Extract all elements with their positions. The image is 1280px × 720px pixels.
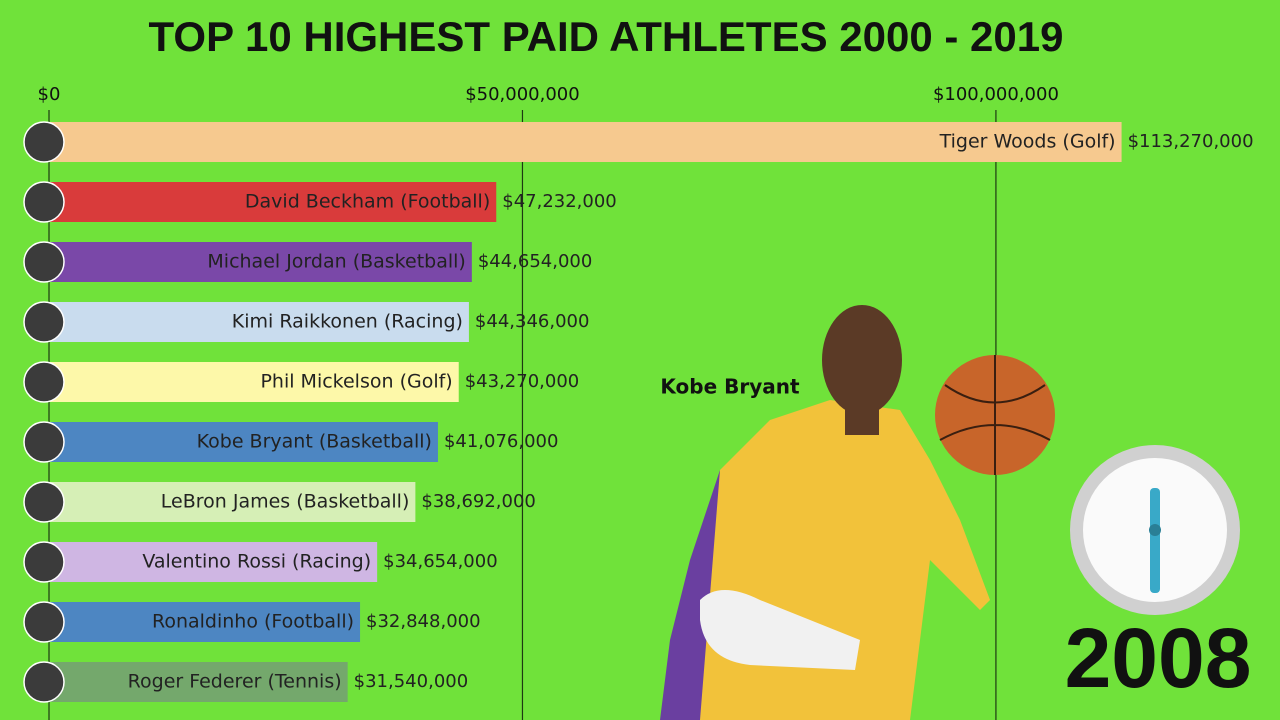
chart-title: TOP 10 HIGHEST PAID ATHLETES 2000 - 2019 [149, 13, 1064, 60]
category-label: Kobe Bryant (Basketball) [197, 431, 432, 453]
category-label: Tiger Woods (Golf) [939, 131, 1116, 153]
value-label: $47,232,000 [502, 191, 617, 212]
category-label: Michael Jordan (Basketball) [207, 251, 465, 273]
value-label: $44,346,000 [475, 311, 590, 332]
value-label: $34,654,000 [383, 551, 498, 572]
bars: Tiger Woods (Golf) $113,270,000 David Beck… [23, 121, 1254, 703]
x-tick-label: $100,000,000 [933, 84, 1059, 105]
bar [49, 542, 378, 582]
value-label: $32,848,000 [366, 611, 481, 632]
player-image [660, 305, 1055, 720]
avatar [23, 301, 65, 343]
avatar [23, 181, 65, 223]
category-label: Kimi Raikkonen (Racing) [232, 311, 463, 333]
category-label: Valentino Rossi (Racing) [142, 551, 371, 573]
bar [49, 602, 361, 642]
category-label: LeBron James (Basketball) [161, 491, 410, 513]
avatar [23, 661, 65, 703]
avatar [23, 481, 65, 523]
year-label: 2008 [1065, 611, 1252, 705]
value-label: $38,692,000 [421, 491, 536, 512]
bar [49, 302, 469, 342]
bar [49, 662, 348, 702]
avatar [23, 361, 65, 403]
bar [49, 422, 438, 462]
value-label: $31,540,000 [354, 671, 469, 692]
clock-icon [1070, 445, 1240, 615]
bar [49, 122, 1122, 162]
value-label: $44,654,000 [478, 251, 593, 272]
value-label: $113,270,000 [1128, 131, 1254, 152]
highlight-label: Kobe Bryant [660, 375, 800, 399]
avatar [23, 241, 65, 283]
category-label: David Beckham (Football) [245, 191, 490, 213]
bar [49, 242, 472, 282]
avatar [23, 421, 65, 463]
bar [49, 482, 416, 522]
category-label: Phil Mickelson (Golf) [260, 371, 452, 393]
avatar [23, 541, 65, 583]
value-label: $41,076,000 [444, 431, 559, 452]
bar [49, 182, 497, 222]
avatar [23, 121, 65, 163]
category-label: Roger Federer (Tennis) [128, 671, 342, 693]
bar [49, 362, 459, 402]
x-tick-label: $50,000,000 [465, 84, 580, 105]
avatar [23, 601, 65, 643]
category-label: Ronaldinho (Football) [152, 611, 354, 633]
grid: $0 $50,000,000 $100,000,000 [38, 84, 1059, 720]
x-tick-label: $0 [38, 84, 61, 105]
value-label: $43,270,000 [465, 371, 580, 392]
